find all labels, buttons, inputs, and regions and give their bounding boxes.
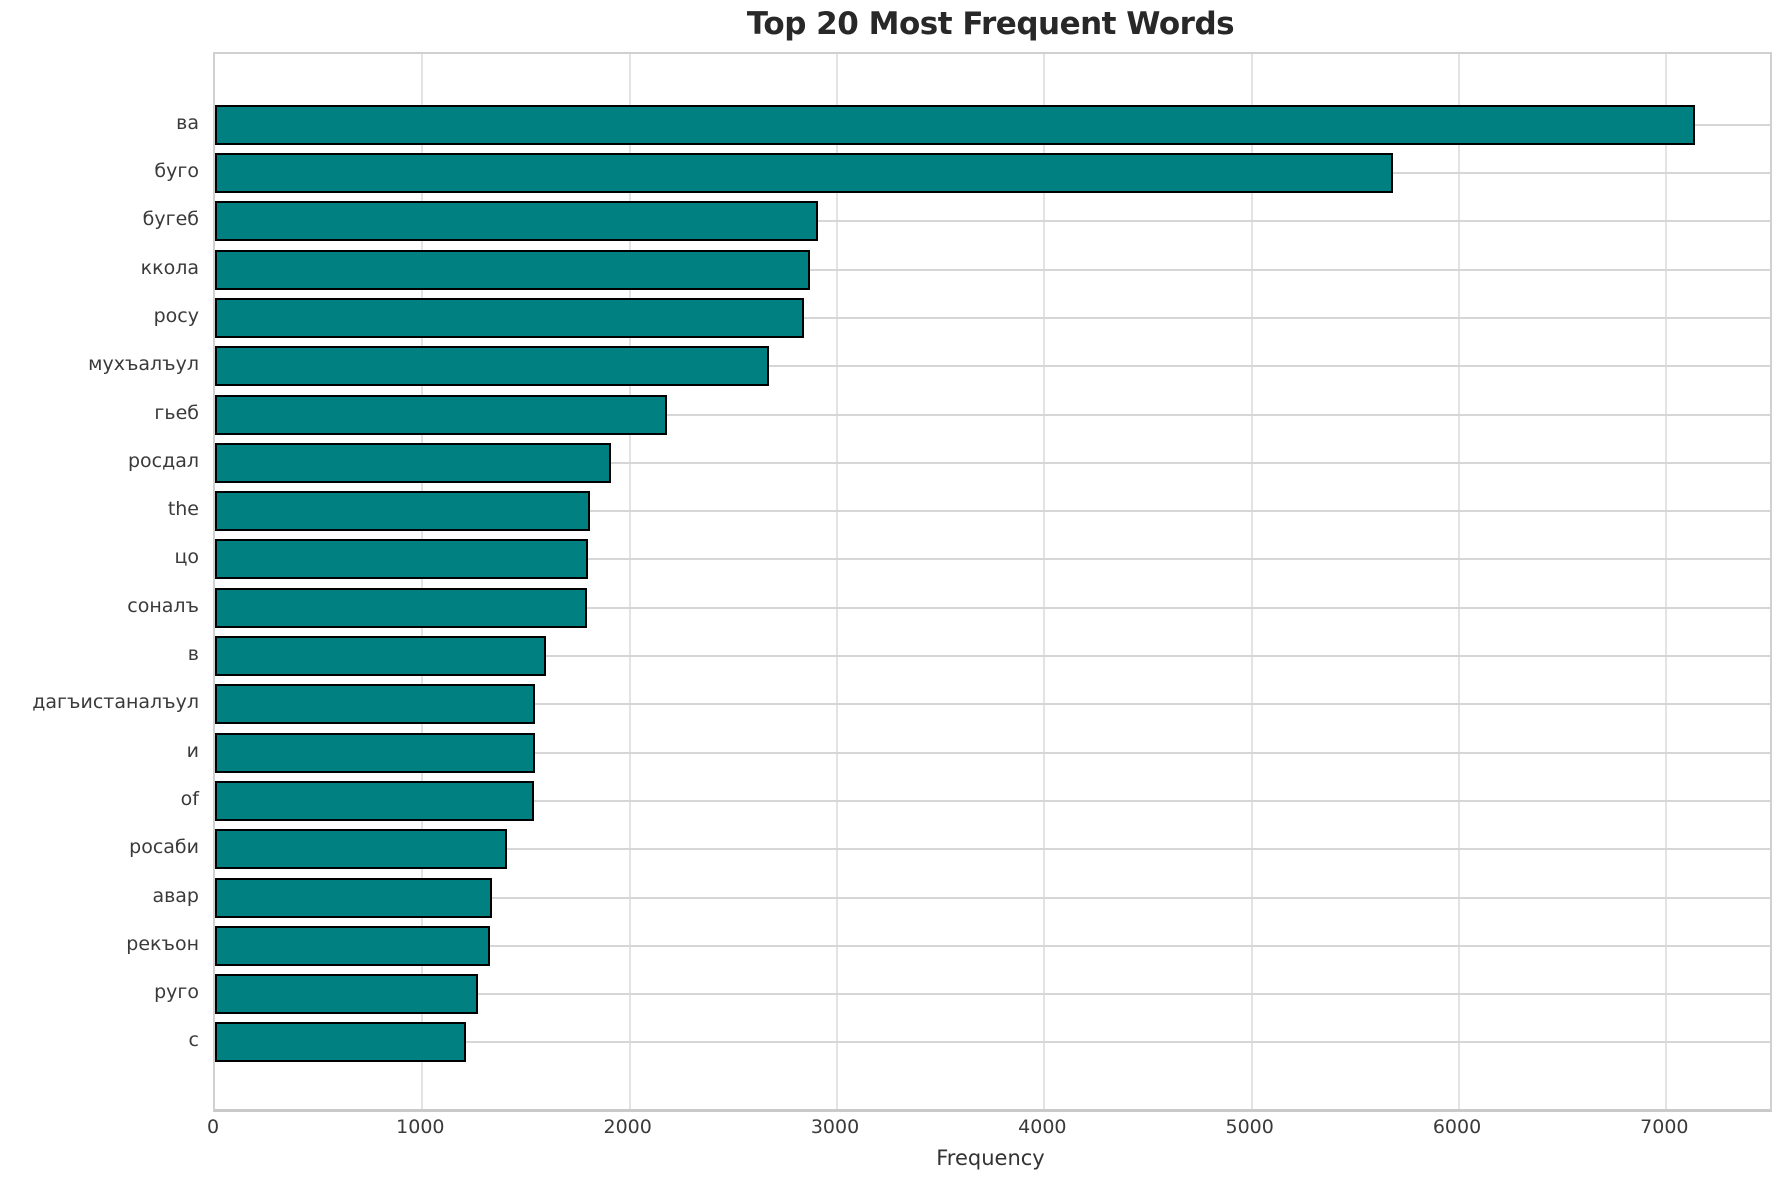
bar-ва [215, 104, 1696, 145]
y-tick-label: цо [174, 546, 199, 569]
y-tick-label: ва [176, 111, 199, 134]
vertical-gridline [628, 54, 631, 1109]
horizontal-gridline [215, 751, 1770, 754]
y-tick-label: рекъон [126, 932, 199, 955]
vertical-gridline [1043, 54, 1046, 1109]
x-tick-label: 4000 [1018, 1116, 1067, 1138]
horizontal-gridline [215, 896, 1770, 899]
horizontal-gridline [215, 993, 1770, 996]
y-tick-label: и [186, 739, 199, 762]
y-tick-label: дагъистаналъул [32, 691, 199, 714]
y-tick-label: росу [153, 304, 199, 327]
horizontal-gridline [215, 799, 1770, 802]
x-tick-label: 1000 [396, 1116, 445, 1138]
y-tick-label: гьеб [154, 401, 199, 424]
bar-мухъалъул [215, 346, 769, 387]
x-axis-label: Frequency [936, 1146, 1045, 1170]
horizontal-gridline [215, 220, 1770, 223]
y-tick-label: росдал [127, 449, 199, 472]
y-tick-label: руго [154, 981, 199, 1004]
horizontal-gridline [215, 268, 1770, 271]
vertical-gridline [1458, 54, 1460, 1109]
y-tick-label: ккола [140, 256, 199, 279]
y-tick-label: бугеб [142, 208, 199, 231]
bar-дагъистаналъул [215, 684, 536, 725]
y-tick-label: в [187, 643, 199, 665]
chart-title: Top 20 Most Frequent Words [746, 6, 1235, 42]
bar-буго [215, 153, 1393, 193]
bar-ккола [215, 249, 811, 290]
horizontal-gridline [215, 316, 1770, 319]
horizontal-gridline [215, 703, 1770, 706]
bar-гьеб [215, 394, 667, 435]
x-tick-label: 0 [206, 1116, 220, 1138]
bar-в [215, 636, 546, 676]
bar-соналъ [215, 587, 588, 628]
horizontal-gridline [215, 1041, 1770, 1044]
x-tick-label: 3000 [810, 1116, 860, 1138]
horizontal-gridline [215, 461, 1770, 464]
x-tick-label: 6000 [1432, 1116, 1482, 1138]
bar-росдал [215, 442, 611, 483]
vertical-gridline [421, 54, 424, 1109]
horizontal-gridline [215, 848, 1770, 851]
bar-с [215, 1022, 466, 1063]
y-tick-label: соналъ [127, 594, 199, 617]
bar-цо [215, 539, 589, 580]
y-tick-label: мухъалъул [88, 353, 199, 376]
plot-area [213, 52, 1772, 1112]
horizontal-gridline [215, 413, 1770, 416]
vertical-gridline [1665, 54, 1668, 1109]
horizontal-gridline [215, 510, 1770, 513]
y-tick-label: с [188, 1029, 199, 1052]
x-tick-label: 2000 [603, 1116, 652, 1138]
bar-рекъон [215, 925, 490, 966]
bar-росу [215, 297, 804, 338]
x-axis-ticks: 0 1000 2000 3000 4000 5000 6000 7000 [0, 1116, 1784, 1144]
bar-бугеб [215, 201, 819, 242]
bar-и [215, 732, 535, 773]
x-tick-label: 7000 [1640, 1116, 1689, 1138]
horizontal-gridline [215, 365, 1770, 368]
y-tick-label: росаби [129, 836, 199, 859]
vertical-gridline [1250, 54, 1253, 1109]
horizontal-gridline [215, 655, 1770, 657]
bar-руго [215, 974, 479, 1015]
y-axis-labels: ва буго бугеб ккола росу мухъалъул гьеб росдал t… [0, 52, 213, 1107]
bar-of [215, 780, 534, 821]
x-tick-label: 5000 [1225, 1116, 1274, 1138]
y-tick-label: буго [154, 160, 199, 182]
horizontal-gridline [215, 606, 1770, 609]
y-tick-label: авар [152, 884, 199, 907]
vertical-gridline [836, 54, 838, 1109]
bar-авар [215, 877, 492, 918]
bar-the [215, 491, 591, 532]
horizontal-gridline [215, 558, 1770, 561]
horizontal-gridline [215, 944, 1770, 947]
y-tick-label: of [180, 787, 199, 810]
bar-росаби [215, 829, 508, 870]
y-tick-label: the [167, 498, 199, 521]
